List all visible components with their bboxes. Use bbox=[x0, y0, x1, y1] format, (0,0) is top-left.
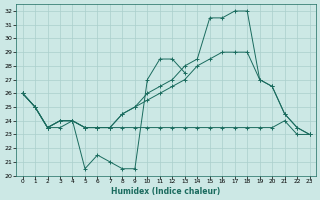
X-axis label: Humidex (Indice chaleur): Humidex (Indice chaleur) bbox=[111, 187, 221, 196]
